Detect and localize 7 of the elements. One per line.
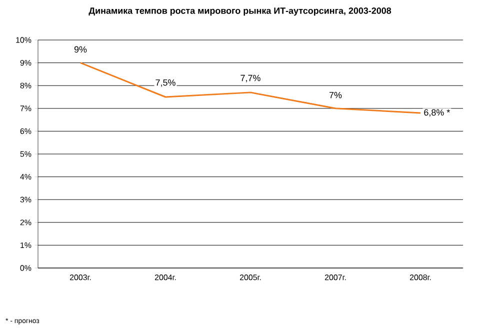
data-label: 7,7% <box>240 74 260 82</box>
chart-title: Динамика темпов роста мирового рынка ИТ-аутсорсинга, 2003-2008 <box>88 8 392 16</box>
data-label: 9% <box>74 46 87 53</box>
data-label: 7% <box>329 92 342 98</box>
data-label: 6,8% * <box>424 109 450 117</box>
line-series <box>80 62 422 114</box>
data-label: 7,5% <box>156 79 176 87</box>
